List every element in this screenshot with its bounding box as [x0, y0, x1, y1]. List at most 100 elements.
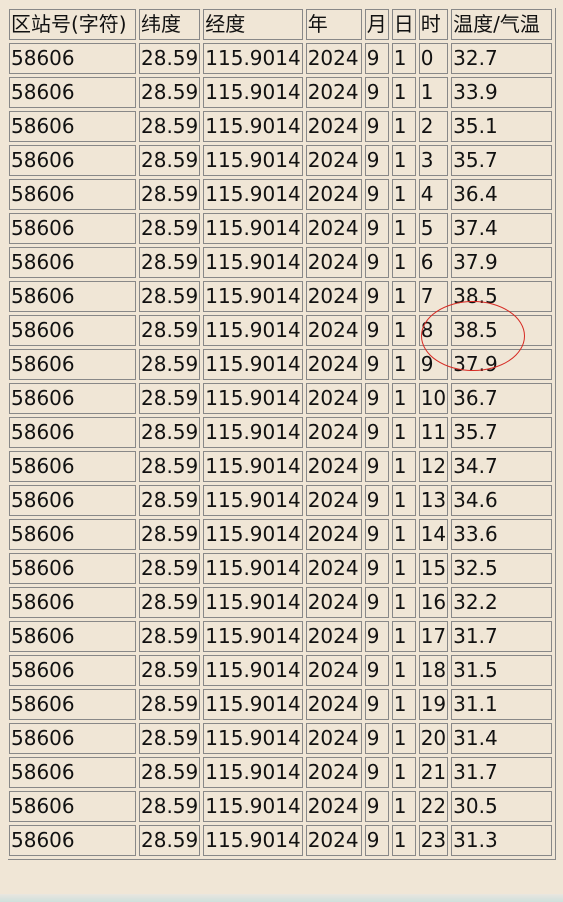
cell-month: 9: [364, 43, 389, 74]
cell-month: 9: [364, 315, 389, 346]
cell-temperature: 31.7: [451, 621, 553, 652]
cell-station-id: 58606: [9, 723, 136, 754]
cell-day: 1: [391, 621, 416, 652]
cell-temperature: 31.5: [451, 655, 553, 686]
cell-temperature: 37.9: [451, 349, 553, 380]
cell-temperature: 37.4: [451, 213, 553, 244]
cell-month: 9: [364, 213, 389, 244]
cell-temperature: 33.9: [451, 77, 553, 108]
cell-latitude: 28.59: [139, 417, 201, 448]
header-month: 月: [364, 9, 389, 40]
cell-latitude: 28.59: [139, 791, 201, 822]
cell-station-id: 58606: [9, 281, 136, 312]
cell-month: 9: [364, 145, 389, 176]
cell-longitude: 115.9014: [203, 485, 303, 516]
cell-latitude: 28.59: [139, 723, 201, 754]
cell-year: 2024: [305, 655, 362, 686]
cell-longitude: 115.9014: [203, 689, 303, 720]
table-row: 58606 28.59 115.9014 2024 9 1 19 31.1: [9, 689, 553, 720]
cell-day: 1: [391, 315, 416, 346]
cell-temperature: 31.1: [451, 689, 553, 720]
cell-station-id: 58606: [9, 791, 136, 822]
cell-day: 1: [391, 349, 416, 380]
cell-station-id: 58606: [9, 315, 136, 346]
cell-station-id: 58606: [9, 417, 136, 448]
table-row: 58606 28.59 115.9014 2024 9 1 18 31.5: [9, 655, 553, 686]
cell-year: 2024: [305, 689, 362, 720]
cell-latitude: 28.59: [139, 247, 201, 278]
cell-station-id: 58606: [9, 383, 136, 414]
header-station-id: 区站号(字符): [9, 9, 136, 40]
cell-longitude: 115.9014: [203, 349, 303, 380]
cell-temperature: 33.6: [451, 519, 553, 550]
cell-longitude: 115.9014: [203, 519, 303, 550]
cell-month: 9: [364, 723, 389, 754]
cell-longitude: 115.9014: [203, 417, 303, 448]
table-row: 58606 28.59 115.9014 2024 9 1 21 31.7: [9, 757, 553, 788]
cell-latitude: 28.59: [139, 315, 201, 346]
cell-latitude: 28.59: [139, 689, 201, 720]
cell-station-id: 58606: [9, 587, 136, 618]
cell-year: 2024: [305, 179, 362, 210]
cell-temperature: 35.7: [451, 417, 553, 448]
cell-hour: 4: [418, 179, 449, 210]
cell-month: 9: [364, 111, 389, 142]
cell-hour: 5: [418, 213, 449, 244]
cell-temperature: 32.2: [451, 587, 553, 618]
table-body: 58606 28.59 115.9014 2024 9 1 0 32.7 58606 28.59 1…: [9, 43, 553, 856]
cell-hour: 15: [418, 553, 449, 584]
cell-month: 9: [364, 757, 389, 788]
cell-hour: 10: [418, 383, 449, 414]
cell-hour: 6: [418, 247, 449, 278]
cell-month: 9: [364, 417, 389, 448]
cell-hour: 0: [418, 43, 449, 74]
cell-day: 1: [391, 519, 416, 550]
cell-temperature: 31.4: [451, 723, 553, 754]
cell-longitude: 115.9014: [203, 111, 303, 142]
cell-day: 1: [391, 791, 416, 822]
cell-hour: 22: [418, 791, 449, 822]
cell-day: 1: [391, 485, 416, 516]
cell-latitude: 28.59: [139, 451, 201, 482]
cell-hour: 3: [418, 145, 449, 176]
cell-hour: 12: [418, 451, 449, 482]
cell-temperature: 31.3: [451, 825, 553, 856]
weather-data-table: 区站号(字符) 纬度 经度 年 月 日 时 温度/气温 58606 28.59 11…: [8, 8, 557, 860]
cell-station-id: 58606: [9, 451, 136, 482]
table-row: 58606 28.59 115.9014 2024 9 1 2 35.1: [9, 111, 553, 142]
cell-day: 1: [391, 587, 416, 618]
cell-year: 2024: [305, 621, 362, 652]
cell-station-id: 58606: [9, 77, 136, 108]
cell-day: 1: [391, 451, 416, 482]
cell-latitude: 28.59: [139, 485, 201, 516]
cell-year: 2024: [305, 587, 362, 618]
cell-hour: 16: [418, 587, 449, 618]
cell-year: 2024: [305, 383, 362, 414]
cell-latitude: 28.59: [139, 621, 201, 652]
cell-station-id: 58606: [9, 519, 136, 550]
table-row: 58606 28.59 115.9014 2024 9 1 0 32.7: [9, 43, 553, 74]
header-temperature: 温度/气温: [451, 9, 553, 40]
cell-month: 9: [364, 77, 389, 108]
cell-hour: 18: [418, 655, 449, 686]
table-row: 58606 28.59 115.9014 2024 9 1 3 35.7: [9, 145, 553, 176]
cell-hour: 9: [418, 349, 449, 380]
cell-year: 2024: [305, 77, 362, 108]
cell-station-id: 58606: [9, 689, 136, 720]
cell-day: 1: [391, 77, 416, 108]
table-header-row: 区站号(字符) 纬度 经度 年 月 日 时 温度/气温: [9, 9, 553, 40]
cell-month: 9: [364, 655, 389, 686]
cell-month: 9: [364, 383, 389, 414]
table-row: 58606 28.59 115.9014 2024 9 1 6 37.9: [9, 247, 553, 278]
cell-station-id: 58606: [9, 485, 136, 516]
cell-month: 9: [364, 179, 389, 210]
cell-year: 2024: [305, 451, 362, 482]
cell-year: 2024: [305, 791, 362, 822]
cell-year: 2024: [305, 485, 362, 516]
table-row: 58606 28.59 115.9014 2024 9 1 8 38.5: [9, 315, 553, 346]
cell-day: 1: [391, 247, 416, 278]
cell-latitude: 28.59: [139, 383, 201, 414]
cell-year: 2024: [305, 315, 362, 346]
cell-day: 1: [391, 383, 416, 414]
cell-longitude: 115.9014: [203, 655, 303, 686]
